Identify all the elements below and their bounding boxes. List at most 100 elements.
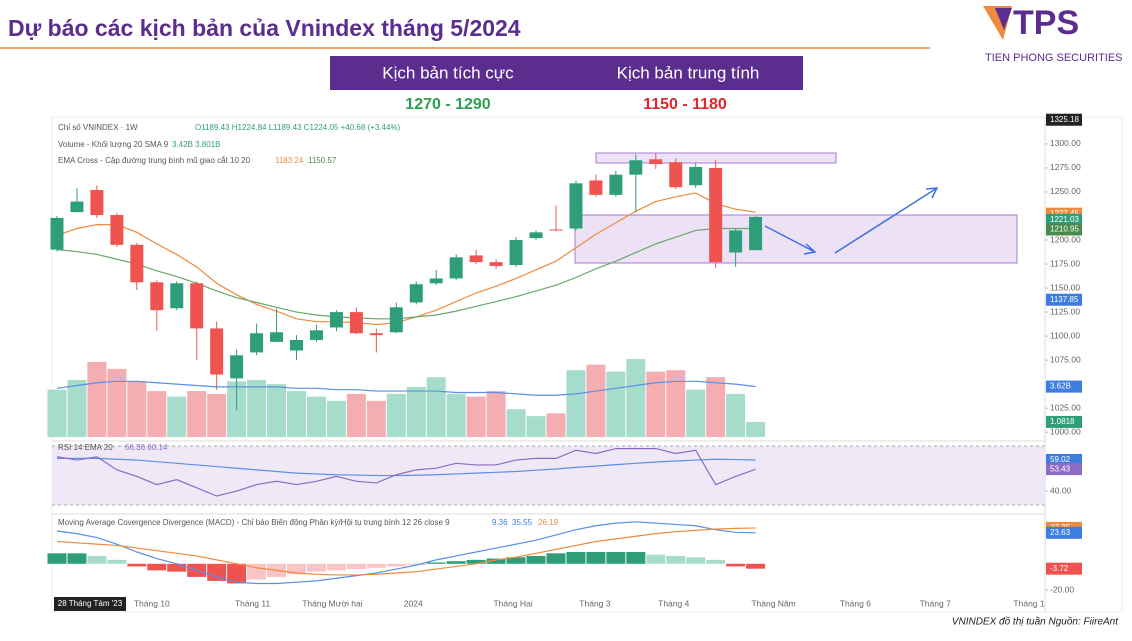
- legend-macd-value: 26.19: [538, 518, 559, 527]
- y-tick-label: 1150.00: [1050, 282, 1080, 292]
- candle-body: [729, 230, 743, 253]
- legend-rsi: RSI 14 EMA 20: [58, 443, 113, 452]
- axis-marker: [1046, 526, 1082, 539]
- volume-bar: [107, 368, 127, 437]
- legend-ema-value: 1183.24: [275, 156, 304, 165]
- macd-hist-bar: [446, 561, 466, 564]
- volume-bar: [526, 416, 546, 437]
- legend-ema: EMA Cross - Cập đường trung bình mũ giao…: [58, 156, 251, 165]
- company-name: TIEN PHONG SECURITIES: [985, 52, 1123, 64]
- volume-bar: [746, 421, 766, 437]
- axis-marker-label: 53.43: [1050, 464, 1071, 473]
- x-tick-label: Tháng 3: [579, 598, 610, 608]
- volume-bar: [147, 391, 167, 437]
- volume-bar: [686, 389, 706, 437]
- volume-bar: [47, 389, 67, 437]
- scenario-arrow: [764, 225, 817, 255]
- legend-volume-values: 3.42B 3.801B: [172, 140, 220, 149]
- axis-marker-label: 1227.45: [1050, 209, 1079, 218]
- y-tick-label: 1175.00: [1050, 258, 1080, 268]
- support-zone: [574, 214, 1018, 264]
- candle-body: [649, 159, 663, 165]
- x-tick-label: Tháng 4: [658, 598, 689, 608]
- axis-marker: [1046, 454, 1082, 467]
- candle-body: [170, 283, 184, 309]
- ema-line: [56, 227, 756, 320]
- candle-body: [309, 330, 323, 340]
- volume-bar: [366, 400, 386, 437]
- candle-body: [329, 312, 343, 328]
- macd-hist-bar: [107, 559, 127, 564]
- x-tick-label: 2024: [404, 598, 423, 608]
- scenario-arrow: [834, 187, 939, 254]
- rsi-ema-line: [56, 457, 756, 477]
- candle-body: [469, 255, 483, 263]
- x-tick-label: Tháng 10: [134, 598, 170, 608]
- candle-body: [110, 215, 124, 245]
- y-tick-label: 1075.00: [1050, 354, 1081, 364]
- cursor-label: 28 Tháng Tám '23: [58, 599, 123, 608]
- legend-ohlc: O1189.43 H1224.84 L1189.43 C1224.05 +40.…: [195, 123, 401, 132]
- volume-bar: [287, 391, 307, 437]
- candle-body: [90, 190, 104, 216]
- y-tick-label: 1300.00: [1050, 138, 1081, 148]
- candle-body: [250, 333, 264, 353]
- volume-bar: [326, 400, 346, 437]
- macd-hist-bar: [87, 555, 107, 564]
- candle-body: [389, 307, 403, 333]
- axis-marker-label: 23.63: [1050, 528, 1071, 537]
- y-tick-label: 40.00: [1050, 485, 1072, 495]
- volume-bar: [87, 361, 107, 437]
- candle-body: [70, 201, 84, 213]
- y-tick-label: 1200.00: [1050, 234, 1081, 244]
- macd-hist-bar: [306, 563, 326, 572]
- volume-bar: [646, 371, 666, 437]
- macd-line: [56, 521, 756, 585]
- volume-bar: [247, 379, 267, 437]
- macd-hist-bar: [686, 557, 706, 564]
- candle-body: [409, 284, 423, 303]
- volume-bar: [167, 396, 187, 437]
- candle-body: [130, 244, 144, 283]
- macd-hist-bar: [426, 562, 446, 564]
- candle-body: [429, 278, 443, 284]
- volume-bar: [606, 371, 626, 437]
- macd-hist-bar: [486, 558, 506, 564]
- volume-bar: [506, 409, 526, 437]
- axis-marker-label: 3.62B: [1050, 382, 1071, 391]
- volume-bar: [267, 384, 287, 437]
- candle-body: [669, 162, 683, 188]
- candle-body: [549, 229, 563, 231]
- macd-hist-bar: [706, 559, 726, 564]
- volume-bar: [127, 381, 147, 437]
- macd-hist-bar: [506, 557, 526, 564]
- macd-hist-bar: [47, 553, 67, 564]
- axis-marker: [1046, 113, 1082, 126]
- y-tick-label: 1125.00: [1050, 306, 1080, 316]
- candle-body: [569, 183, 583, 229]
- macd-hist-bar: [666, 555, 686, 564]
- axis-marker: [1046, 293, 1082, 306]
- candle-body: [210, 328, 224, 375]
- macd-hist-bar: [227, 563, 247, 584]
- volume-bar: [386, 393, 406, 437]
- cursor-label-box: [54, 597, 126, 611]
- axis-marker-label: -3.72: [1050, 564, 1069, 573]
- macd-hist-bar: [366, 563, 386, 568]
- rsi-band: [52, 446, 1045, 505]
- candle-body: [349, 312, 363, 334]
- candle-body: [709, 167, 723, 263]
- candle-body: [629, 160, 643, 175]
- y-tick-label: 1250.00: [1050, 186, 1081, 196]
- y-tick-label: 1275.00: [1050, 162, 1081, 172]
- candle-body: [749, 216, 763, 251]
- x-tick-label: Tháng 6: [840, 598, 871, 608]
- candle-body: [369, 333, 383, 336]
- axis-marker: [1046, 415, 1082, 428]
- volume-bar: [586, 364, 606, 437]
- candle-body: [449, 257, 463, 279]
- macd-hist-bar: [566, 552, 586, 564]
- axis-marker: [1046, 463, 1082, 476]
- macd-hist-bar: [626, 552, 646, 564]
